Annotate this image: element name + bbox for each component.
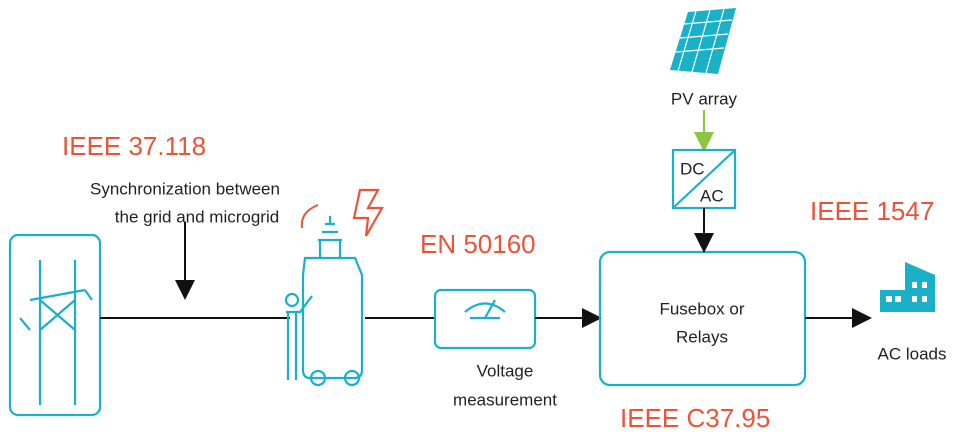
standard-label: IEEE 37.118 [62,131,206,161]
note-label: Synchronization between [90,179,280,198]
fusebox-box [598,250,807,387]
node-label: PV array [671,89,738,108]
building-icon [880,262,935,312]
node-label: AC loads [878,344,947,363]
standard-label: IEEE C37.95 [620,403,770,433]
voltage-meter [433,288,537,350]
grid-tower [8,233,102,417]
node-label: measurement [453,390,557,409]
node-label: Voltage [477,361,534,380]
pv-panel [670,8,736,74]
node-label: DC [680,159,705,178]
note-label: the grid and microgrid [115,207,279,226]
transformer [284,188,384,387]
node-label: AC [700,186,724,205]
node-label: Relays [676,327,728,346]
standard-label: EN 50160 [420,229,536,259]
node-label: Fusebox or [659,299,744,318]
standard-label: IEEE 1547 [810,196,934,226]
